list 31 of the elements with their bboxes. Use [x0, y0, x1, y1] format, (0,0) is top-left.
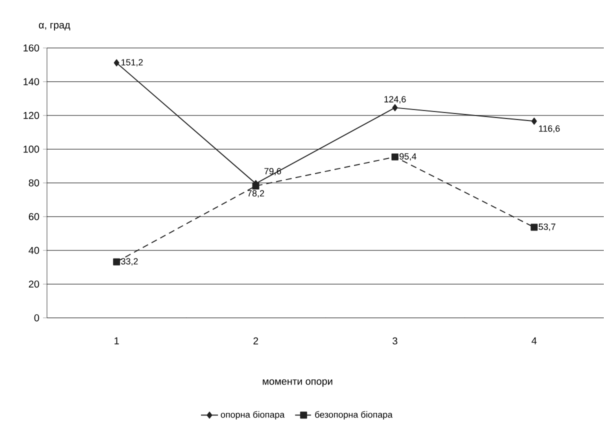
y-tick-label: 40 [28, 246, 40, 254]
x-tick-label: 1 [114, 337, 119, 344]
point [252, 182, 260, 190]
point [113, 258, 120, 266]
point [391, 154, 398, 161]
data-label: 33,2 [121, 258, 138, 266]
point [530, 224, 538, 231]
x-axis-title: моменти опори [262, 379, 332, 387]
point [392, 104, 398, 112]
x-tick-label: 4 [532, 337, 537, 344]
y-tick-label: 100 [24, 146, 40, 153]
y-tick-label: 60 [28, 213, 40, 220]
y-tick-label: 160 [24, 44, 40, 52]
y-tick-label: 0 [34, 314, 40, 322]
y-tick-label: 80 [28, 179, 40, 187]
x-tick-label: 3 [392, 337, 398, 345]
data-label: 116,6 [539, 125, 560, 133]
legend-label: опорна біопара [220, 411, 285, 420]
y-axis-title: α, град [38, 23, 70, 31]
y-tick-label: 20 [28, 280, 40, 288]
x-tick-label: 2 [254, 337, 258, 344]
y-tick-label: 120 [24, 112, 40, 120]
data-label: 95,4 [400, 153, 416, 161]
point [531, 118, 537, 125]
data-label: 124,6 [384, 96, 406, 104]
data-label: 78,2 [248, 190, 264, 198]
data-label: 151,2 [121, 59, 143, 67]
point [114, 59, 120, 66]
data-label: 53,7 [538, 224, 556, 232]
legend-label: безопорна біопара [315, 411, 393, 420]
y-tick-label: 140 [24, 78, 40, 86]
